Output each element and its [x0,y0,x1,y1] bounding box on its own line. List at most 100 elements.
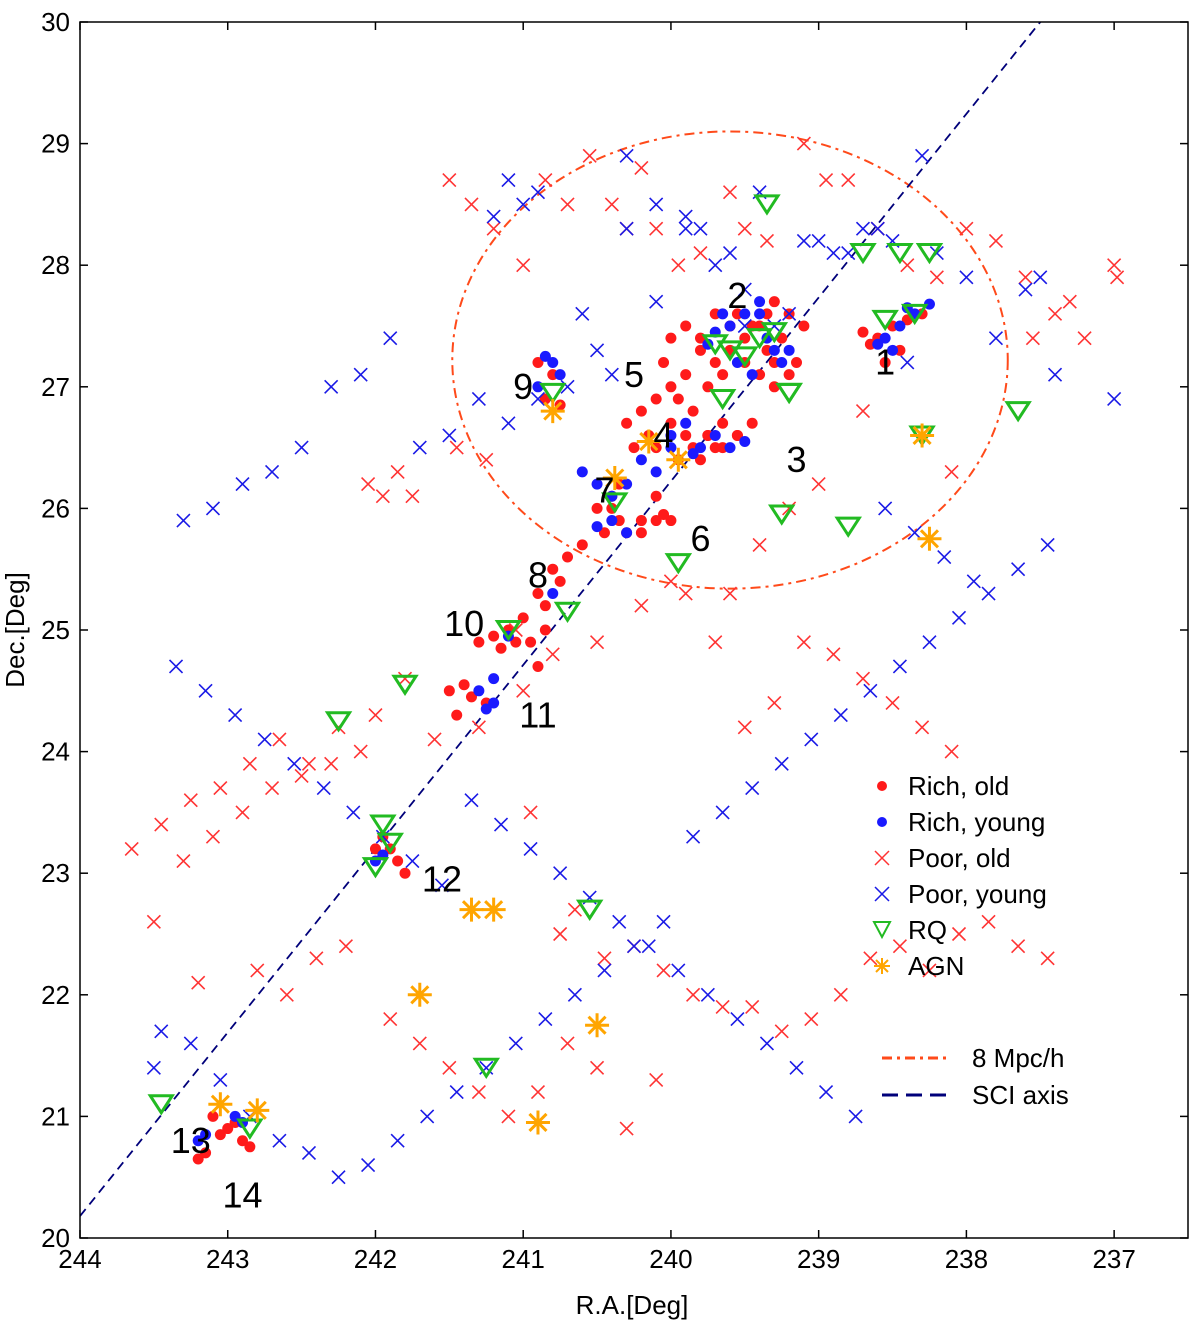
point-poor-old [590,1060,605,1075]
point-poor-young [560,379,575,394]
point-rich-old [694,344,706,356]
point-poor-young [264,464,280,479]
point-poor-old [922,963,937,978]
point-rich-old [207,1110,219,1122]
point-rq [391,674,419,696]
point-rich-old [746,417,758,429]
point-poor-old [1107,258,1122,273]
point-rich-old [665,515,677,527]
point-poor-young [353,367,368,382]
point-rq [915,243,944,265]
point-poor-old [649,1072,664,1087]
point-poor-old [516,683,531,698]
point-poor-young [878,501,893,516]
x-tick-label: 244 [58,1244,101,1274]
point-rich-young [709,429,721,441]
point-poor-young [154,1024,169,1039]
point-rich-young [547,588,559,600]
point-rich-young [591,478,603,490]
point-poor-old [759,233,775,248]
point-poor-old [294,768,309,783]
point-poor-young [301,1145,317,1160]
point-rich-old [547,563,559,575]
point-rich-old [510,636,522,648]
point-agn [585,1013,610,1038]
data-points [124,136,1125,1185]
point-poor-old [397,671,413,686]
point-poor-young [176,513,191,528]
point-rich-young [887,344,899,356]
point-poor-old [855,404,871,419]
point-rich-old [717,417,729,429]
point-poor-young [405,853,420,869]
point-poor-young [848,1109,863,1124]
point-poor-old [944,744,959,759]
point-rich-young [621,478,633,490]
point-rich-young [473,685,485,697]
point-poor-old [449,440,464,455]
point-poor-old [1077,331,1092,346]
y-tick-label: 22 [41,980,70,1010]
point-rich-old [879,356,891,368]
point-poor-old [560,197,575,212]
point-poor-old [183,793,198,808]
cluster-label: 9 [513,366,533,407]
point-poor-young [257,732,272,747]
series-poor-old [124,136,1125,1136]
point-rich-old [658,356,670,368]
point-poor-old [863,951,878,966]
point-rich-old [369,843,381,855]
point-poor-old [737,720,752,735]
point-agn [245,1098,270,1123]
point-rich-old [650,515,662,527]
point-poor-old [338,939,353,954]
point-rich-old [192,1153,204,1165]
point-rich-old [473,636,485,648]
legend-item-rich-young: Rich, young [877,807,1045,837]
point-poor-young [331,1170,346,1185]
legend-marker-poor-old [874,850,890,866]
point-poor-old [427,732,442,747]
point-poor-young [678,209,693,224]
axes: 244 243 242 241 240 239 238 2372021222324252627… [41,7,1188,1274]
cluster-label: 14 [222,1175,262,1216]
point-poor-young [501,416,516,431]
point-rich-old [539,624,551,636]
point-agn [917,526,942,551]
point-poor-old [412,1036,427,1051]
point-poor-young [892,659,907,674]
point-poor-old [767,695,782,711]
x-tick-label: 238 [945,1244,988,1274]
point-poor-young [818,1085,834,1100]
point-rich-old [665,417,677,429]
point-rq [147,1094,176,1116]
point-rich-old [562,551,574,563]
legend-marker-rich-young [877,817,887,827]
point-poor-old [959,221,974,236]
legend-item-poor-young: Poor, young [874,879,1047,909]
point-poor-young [383,331,398,346]
y-tick-label: 23 [41,858,70,888]
point-poor-young [287,756,302,771]
point-poor-old [272,732,287,747]
point-rich-young [591,521,603,533]
point-poor-old [774,1024,789,1039]
point-rich-young [746,369,758,381]
point-poor-young [597,963,612,978]
cluster-label: 1 [875,342,895,383]
point-poor-old [567,902,582,917]
point-poor-old [708,635,723,650]
point-rich-old [635,527,647,539]
y-tick-label: 29 [41,129,70,159]
point-rich-young [488,673,500,685]
point-rich-young [739,308,751,320]
point-rich-old [392,855,404,867]
y-tick-label: 30 [41,7,70,37]
point-poor-old [560,1036,575,1051]
point-poor-young [745,781,760,796]
point-poor-young [737,282,752,297]
point-rich-young [200,1129,212,1141]
point-rich-old [672,393,684,405]
point-rq [753,194,781,216]
point-agn [407,982,432,1007]
